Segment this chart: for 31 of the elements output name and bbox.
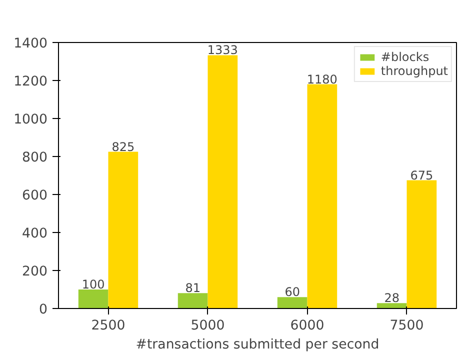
x-tick-label: 5000: [190, 318, 225, 334]
data-label: 100: [82, 278, 105, 292]
bar: [376, 303, 407, 308]
bar: [277, 297, 308, 308]
y-tick-label: 400: [22, 226, 48, 242]
bar: [307, 84, 338, 308]
y-tick-label: 1200: [14, 74, 48, 90]
data-label: 675: [410, 168, 434, 182]
bar: [208, 55, 238, 308]
x-tick-label: 6000: [290, 318, 324, 334]
y-tick-label: 0: [39, 302, 48, 318]
x-tick-label: 7500: [390, 318, 424, 334]
data-label: 1333: [207, 43, 238, 58]
y-tick-label: 200: [22, 264, 48, 280]
legend-label: throughput: [380, 64, 448, 78]
data-label: 60: [284, 285, 300, 300]
y-tick-label: 800: [22, 150, 48, 166]
data-label: 825: [112, 140, 135, 154]
bar: [78, 290, 108, 308]
x-axis-title: #transactions submitted per second: [136, 338, 380, 352]
y-tick-label: 1000: [14, 112, 48, 128]
y-tick-label: 1400: [14, 36, 48, 52]
data-label: 28: [384, 291, 400, 306]
y-tick-label: 600: [22, 188, 48, 204]
x-tick-label: 2500: [91, 318, 126, 334]
bar: [108, 152, 138, 308]
bar: [178, 293, 208, 308]
data-label: 81: [185, 281, 200, 296]
legend-label: #blocks: [380, 50, 430, 64]
data-label: 1180: [306, 72, 338, 86]
bar: [406, 180, 437, 308]
